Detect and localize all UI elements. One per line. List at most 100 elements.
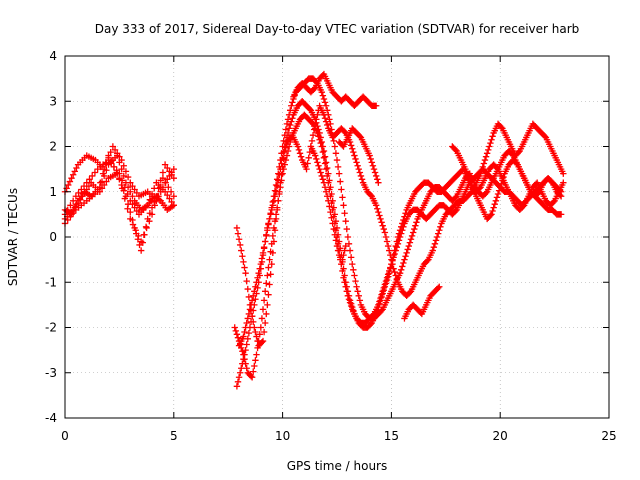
data-point	[332, 237, 340, 244]
data-point	[77, 196, 84, 203]
data-point	[513, 160, 520, 167]
data-point	[257, 260, 265, 268]
data-point	[322, 159, 330, 166]
data-point	[161, 161, 169, 168]
data-point	[264, 272, 271, 279]
data-point	[406, 289, 414, 296]
data-point	[386, 270, 393, 277]
data-point	[321, 184, 329, 191]
data-point	[303, 165, 310, 173]
series-s11	[335, 125, 382, 186]
series-s10	[290, 70, 380, 109]
data-point	[272, 215, 280, 223]
data-point	[269, 198, 277, 206]
data-point	[392, 242, 399, 250]
series-s9	[233, 102, 567, 349]
data-point	[394, 233, 402, 241]
data-point	[281, 131, 288, 139]
data-point	[486, 143, 493, 150]
data-point	[322, 102, 330, 109]
data-point	[338, 260, 345, 268]
data-point	[401, 256, 408, 263]
data-point	[251, 324, 258, 331]
data-point	[339, 194, 346, 201]
data-point	[131, 204, 138, 211]
data-point	[284, 116, 292, 123]
data-point	[403, 249, 410, 257]
data-point	[146, 217, 153, 225]
x-tick-label: 25	[601, 429, 616, 443]
data-point	[405, 242, 413, 250]
data-point	[495, 187, 503, 194]
data-point	[285, 111, 293, 119]
series-s14	[401, 283, 443, 322]
data-point	[252, 328, 259, 336]
data-point	[535, 189, 542, 197]
data-point	[321, 153, 329, 160]
data-point	[246, 301, 254, 309]
data-point	[320, 111, 328, 119]
data-point	[380, 286, 387, 294]
data-point	[67, 213, 74, 220]
data-point	[164, 176, 171, 183]
data-point	[258, 255, 266, 262]
data-point	[550, 198, 557, 206]
data-point	[64, 216, 71, 224]
data-point	[247, 372, 255, 380]
data-point	[233, 331, 241, 338]
data-point	[494, 190, 502, 198]
data-point	[272, 181, 280, 189]
data-point	[478, 167, 485, 174]
data-point	[240, 333, 247, 340]
data-point	[408, 232, 416, 240]
data-point	[407, 236, 415, 243]
data-point	[411, 225, 418, 233]
data-point	[253, 333, 260, 340]
data-point	[452, 207, 459, 215]
data-point	[232, 327, 240, 335]
data-point	[281, 147, 288, 155]
data-point	[318, 89, 325, 96]
data-point	[297, 153, 305, 160]
data-point	[71, 168, 78, 175]
y-axis-label: SDTVAR / TECUs	[6, 188, 20, 286]
data-point	[383, 238, 391, 245]
data-point	[98, 185, 106, 192]
data-point	[245, 293, 253, 301]
data-point	[66, 178, 74, 185]
data-point	[393, 243, 401, 251]
data-point	[376, 212, 383, 219]
data-point	[325, 170, 332, 177]
data-point	[284, 129, 292, 137]
data-point	[334, 163, 342, 171]
data-point	[396, 270, 404, 277]
data-point	[120, 172, 127, 180]
data-point	[319, 143, 327, 150]
data-point	[337, 178, 344, 185]
data-point	[375, 303, 382, 311]
data-point	[492, 197, 500, 204]
data-point	[234, 334, 242, 341]
data-point	[296, 150, 304, 157]
data-point	[239, 360, 246, 367]
y-tick-label: -3	[45, 366, 57, 380]
data-point	[342, 217, 349, 225]
data-point	[354, 162, 361, 169]
data-point	[233, 224, 241, 232]
data-point	[352, 155, 359, 163]
data-point	[391, 247, 398, 254]
data-point	[327, 208, 334, 216]
data-point	[73, 164, 80, 172]
data-point	[374, 176, 381, 183]
data-point	[263, 232, 270, 240]
data-point	[314, 159, 321, 166]
data-point	[316, 129, 323, 137]
data-point	[252, 283, 259, 290]
data-point	[498, 180, 505, 188]
data-point	[367, 155, 374, 163]
data-point	[378, 307, 385, 314]
data-point	[467, 189, 475, 197]
data-point	[321, 115, 329, 122]
data-point	[331, 211, 339, 218]
data-point	[489, 207, 496, 215]
